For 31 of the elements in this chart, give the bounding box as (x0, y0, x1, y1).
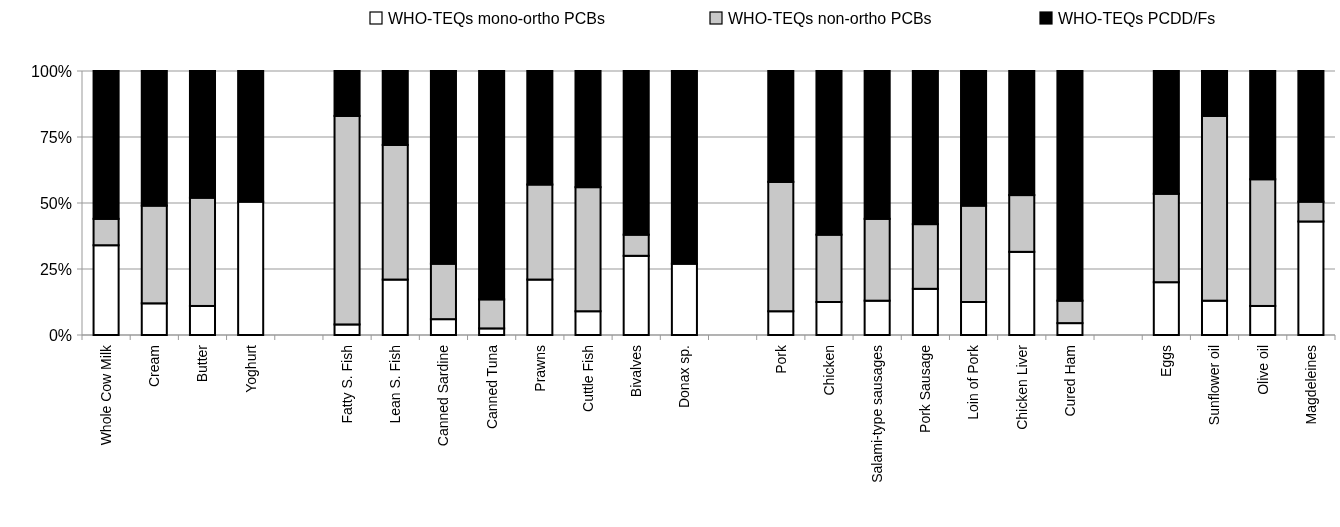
x-tick-label: Bivalves (628, 345, 645, 398)
x-tick-label: Chicken Liver (1013, 344, 1030, 430)
x-tick-label: Yoghurt (242, 344, 259, 393)
x-tick-label: Eggs (1158, 345, 1175, 377)
x-tick-label: Pork (772, 344, 789, 374)
x-tick-label: Cuttle Fish (579, 345, 596, 412)
x-tick-label: Fatty S. Fish (338, 345, 355, 424)
legend-label: WHO-TEQs PCDD/Fs (1058, 9, 1216, 27)
x-tick-label: Whole Cow Milk (98, 344, 114, 446)
x-tick-label: Chicken (820, 345, 837, 396)
x-tick-label: Loin of Pork (965, 344, 982, 420)
legend-label: WHO-TEQs non-ortho PCBs (728, 9, 932, 27)
y-tick-label: 0% (48, 326, 72, 344)
x-tick-label: Pork Sausage (917, 344, 934, 433)
x-tick-label: Donax sp. (676, 345, 693, 409)
y-tick-label: 100% (31, 62, 72, 80)
x-tick-label: Butter (194, 344, 211, 383)
y-tick-label: 25% (39, 260, 72, 278)
x-tick-label: Cured Ham (1061, 345, 1078, 417)
x-tick-label: Salami-type sausages (869, 345, 886, 483)
x-tick-label: Olive oil (1254, 345, 1271, 395)
x-tick-label: Canned Sardine (435, 344, 452, 447)
y-tick-label: 50% (39, 194, 72, 212)
x-tick-label: Canned Tuna (483, 344, 500, 430)
x-tick-label: Cream (146, 345, 163, 388)
y-tick-label: 75% (39, 128, 72, 146)
x-tick-label: Prawns (531, 345, 548, 392)
x-tick-label: Magdeleines (1302, 345, 1319, 425)
x-tick-label: Sunflower oil (1206, 345, 1223, 426)
legend-label: WHO-TEQs mono-ortho PCBs (388, 9, 605, 27)
x-tick-label: Lean S. Fish (387, 345, 404, 424)
